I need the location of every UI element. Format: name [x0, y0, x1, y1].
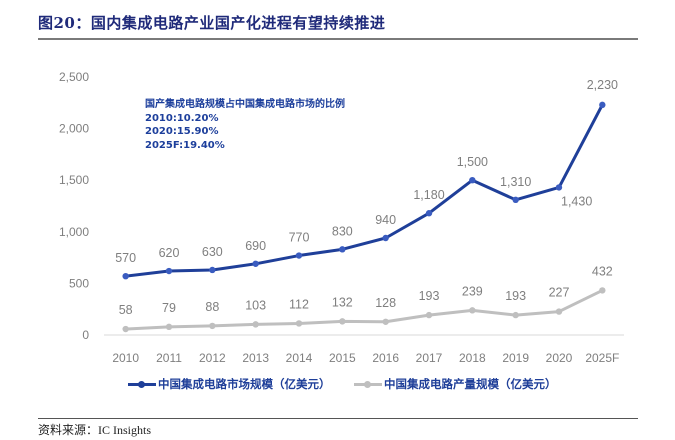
x-tick-label: 2019 — [502, 351, 529, 365]
data-label: 830 — [332, 224, 353, 238]
data-point — [469, 307, 476, 314]
data-label: 432 — [592, 264, 613, 278]
source-note: 资料来源：IC Insights — [38, 423, 152, 437]
data-label: 770 — [289, 231, 310, 245]
data-label: 940 — [375, 213, 396, 227]
legend-item-market: 中国集成电路市场规模（亿美元） — [128, 376, 331, 392]
data-label: 128 — [375, 296, 396, 310]
data-point — [295, 320, 303, 327]
y-tick-label: 1,000 — [59, 225, 89, 239]
data-label: 630 — [202, 245, 223, 259]
data-label: 112 — [289, 297, 309, 311]
y-tick-label: 2,000 — [59, 122, 89, 136]
annotation-2010: 2010:10.20% — [145, 112, 219, 124]
y-tick-label: 1,500 — [59, 173, 89, 187]
data-point — [339, 318, 346, 325]
series-line — [125, 289, 603, 331]
legend-marker-production-icon — [354, 379, 382, 389]
data-point — [209, 266, 216, 274]
legend-label-market: 中国集成电路市场规模（亿美元） — [158, 377, 331, 391]
data-label: 2,230 — [587, 78, 618, 92]
legend-marker-market-icon — [128, 379, 156, 389]
data-label: 1,500 — [457, 155, 488, 169]
data-label: 1,180 — [413, 188, 444, 202]
ratio-annotation: 国产集成电路规模占中国集成电路市场的比例 2010:10.20% 2020:15… — [145, 98, 345, 152]
series-layer: 570 620 630 690 770 830 940 1,180 1,500 1,310 1,43… — [115, 78, 618, 333]
data-label: 1,310 — [500, 175, 531, 189]
x-tick-label: 2020 — [546, 351, 573, 365]
annotation-heading: 国产集成电路规模占中国集成电路市场的比例 — [145, 99, 345, 110]
data-label: 103 — [245, 298, 266, 312]
x-tick-label: 2018 — [459, 351, 486, 365]
x-tick-label: 2016 — [372, 351, 399, 365]
legend: 中国集成电路市场规模（亿美元） 中国集成电路产量规模（亿美元） — [0, 376, 675, 396]
footer-divider — [38, 418, 638, 419]
y-tick-label: 0 — [82, 328, 89, 342]
x-tick-label: 2013 — [242, 351, 269, 365]
y-tick-label: 2,500 — [59, 70, 89, 84]
data-point — [382, 318, 389, 325]
x-axis: 2010 2011 2012 2013 2014 2015 2016 2017 2018 2019… — [104, 334, 624, 365]
data-label: 690 — [245, 239, 266, 253]
data-point — [512, 196, 519, 204]
series-market: 570 620 630 690 770 830 940 1,180 1,500 1,310 1,43… — [115, 78, 618, 280]
data-point — [209, 322, 216, 330]
data-point — [469, 177, 476, 184]
data-point — [122, 272, 129, 280]
data-point — [425, 210, 433, 217]
data-label: 570 — [115, 251, 136, 265]
data-label: 79 — [162, 301, 176, 315]
data-point — [425, 311, 433, 319]
data-label: 193 — [419, 289, 440, 303]
data-label: 88 — [205, 300, 219, 314]
legend-item-production: 中国集成电路产量规模（亿美元） — [354, 376, 557, 392]
data-label: 132 — [332, 295, 353, 309]
data-point — [165, 323, 173, 331]
series-production: 58 79 88 103 112 132 128 193 239 193 227 432 — [119, 264, 613, 333]
annotation-2025f: 2025F:19.40% — [145, 139, 225, 151]
data-point — [599, 101, 606, 109]
data-label: 58 — [119, 303, 133, 317]
data-point — [382, 234, 389, 242]
data-point — [339, 246, 346, 253]
legend-label-production: 中国集成电路产量规模（亿美元） — [384, 377, 557, 391]
y-tick-label: 500 — [69, 276, 89, 290]
data-point — [555, 184, 563, 191]
data-point — [295, 252, 303, 259]
data-point — [165, 267, 173, 275]
data-point — [599, 287, 606, 294]
x-tick-label: 2014 — [286, 351, 313, 365]
x-tick-label: 2012 — [199, 351, 226, 365]
x-tick-label: 2010 — [112, 351, 139, 365]
data-label: 1,430 — [561, 194, 592, 208]
x-tick-label: 2015 — [329, 351, 356, 365]
figure-title: 图20：国内集成电路产业国产化进程有望持续推进 — [38, 14, 386, 32]
x-tick-label: 2025F — [585, 351, 619, 365]
data-point — [512, 311, 519, 319]
data-point — [252, 321, 259, 328]
annotation-2020: 2020:15.90% — [145, 126, 219, 137]
data-label: 620 — [159, 246, 180, 260]
data-point — [252, 260, 259, 267]
data-label: 227 — [549, 286, 570, 300]
data-label: 193 — [505, 289, 526, 303]
x-tick-label: 2011 — [156, 351, 182, 365]
data-label: 239 — [462, 284, 483, 298]
data-point — [555, 308, 563, 315]
y-axis: 0 500 1,000 1,500 2,000 2,500 — [59, 70, 89, 342]
data-point — [122, 325, 129, 333]
x-tick-label: 2017 — [416, 351, 443, 365]
series-line — [125, 104, 604, 278]
title-divider — [38, 38, 638, 40]
